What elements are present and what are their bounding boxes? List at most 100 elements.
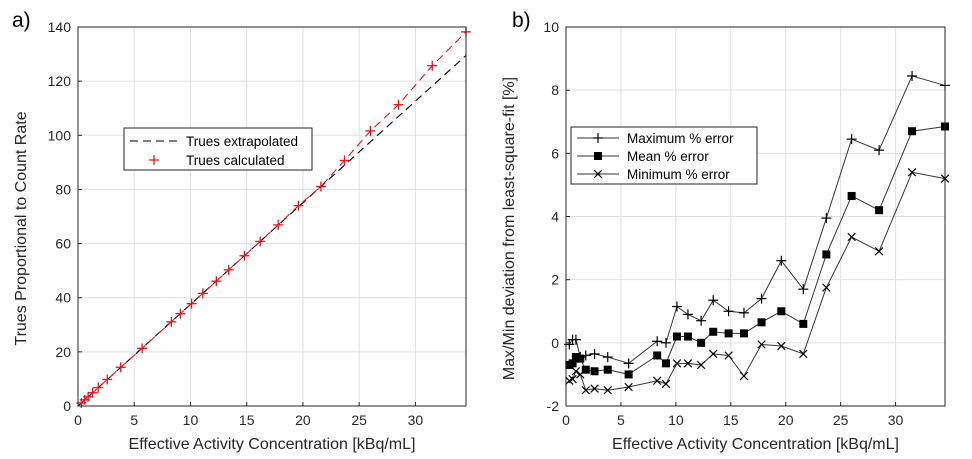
trues-calculated-point — [293, 200, 304, 211]
trues-calculated-point — [239, 250, 250, 261]
maximum-error-point — [907, 70, 918, 81]
panel-b-x-tick-label: 5 — [617, 412, 625, 428]
mean-error-point — [875, 206, 884, 215]
panel-a-tick-labels: 0 5 10 15 20 25 30 0 20 40 60 80 100 120 140 — [48, 19, 424, 428]
panel-a-chart: a) 0 5 10 15 20 25 30 0 20 40 60 80 100 120 140 Effect… — [12, 9, 471, 453]
panel-b-grid — [565, 26, 945, 407]
maximum-error-point — [738, 307, 749, 318]
panel-a-x-axis-label: Effective Activity Concentration [kBq/mL… — [129, 436, 416, 453]
panel-b-y-tick-label: 0 — [551, 335, 559, 351]
maximum-error-point — [846, 134, 857, 145]
legend-swatch-trues-calculated — [149, 155, 159, 165]
minimum-error-point — [661, 379, 671, 389]
mean-error-point — [571, 353, 580, 362]
mean-error-point — [709, 327, 718, 336]
panel-a-y-tick-label: 100 — [48, 127, 72, 143]
minimum-error-point — [724, 351, 733, 360]
panel-a-x-tick-label: 20 — [295, 412, 311, 428]
minimum-error-point — [822, 283, 831, 292]
maximum-error-point — [652, 336, 663, 347]
panel-a-axes-frame — [77, 26, 467, 407]
panel-a-label: a) — [12, 9, 31, 32]
panel-a-y-tick-label: 120 — [48, 73, 72, 89]
panel-a-y-tick-label: 20 — [55, 344, 71, 360]
panel-b-x-tick-label: 25 — [833, 412, 849, 428]
mean-error-point — [799, 319, 808, 328]
mean-error-point — [568, 359, 577, 368]
trues-calculated-point — [365, 125, 376, 136]
maximum-error-point — [756, 293, 767, 304]
minimum-error-point — [672, 359, 682, 368]
minimum-error-point — [590, 384, 599, 393]
trues-calculated-line — [80, 31, 467, 404]
maximum-error-point — [682, 309, 693, 320]
minimum-error-point — [739, 371, 749, 381]
minimum-error-point — [571, 367, 581, 376]
legend-label-maximum-error: Maximum % error — [627, 131, 734, 146]
maximum-error-point — [723, 306, 734, 317]
maximum-error-line — [568, 75, 946, 364]
panel-b-y-tick-label: 8 — [551, 82, 559, 98]
trues-calculated-point — [273, 219, 284, 230]
trues-calculated-point — [223, 264, 234, 275]
maximum-error-point — [708, 295, 719, 306]
mean-error-point — [603, 365, 612, 374]
mean-error-point — [661, 359, 670, 368]
minimum-error-point — [576, 370, 585, 379]
maximum-error-point — [776, 255, 787, 266]
maximum-error-point — [821, 213, 832, 224]
trues-calculated-point — [137, 343, 148, 354]
panel-a-x-tick-label: 30 — [408, 412, 424, 428]
panel-a-x-tick-label: 25 — [351, 412, 367, 428]
panel-b-y-tick-label: 6 — [551, 145, 559, 161]
minimum-error-point — [907, 168, 917, 177]
minimum-error-point — [708, 349, 718, 359]
trues-calculated-point — [393, 99, 404, 110]
mean-error-point — [724, 329, 733, 338]
maximum-error-point — [602, 352, 613, 363]
mean-error-point — [697, 338, 706, 347]
panel-a-y-tick-label: 60 — [55, 236, 71, 252]
trues-calculated-point — [339, 155, 350, 166]
minimum-error-point — [696, 360, 706, 370]
panel-b-y-tick-label: 10 — [543, 19, 559, 35]
legend-label-mean-error: Mean % error — [627, 149, 709, 164]
minimum-error-point — [799, 349, 808, 359]
panel-a-y-tick-label: 140 — [48, 19, 72, 35]
maximum-error-point — [660, 337, 671, 348]
legend-marker-maximum-error — [593, 133, 603, 143]
trues-calculated-point — [93, 382, 104, 393]
mean-error-point — [653, 351, 662, 360]
panel-b-y-tick-label: -2 — [547, 398, 560, 414]
maximum-error-point — [798, 284, 809, 295]
mean-error-point — [683, 332, 692, 341]
trues-calculated-point — [175, 308, 186, 319]
maximum-error-point — [589, 348, 600, 359]
panel-a-y-tick-label: 0 — [63, 398, 71, 414]
panel-b-x-tick-label: 30 — [888, 412, 904, 428]
trues-calculated-point — [211, 276, 222, 287]
panel-a-x-tick-label: 0 — [74, 412, 82, 428]
legend-label-minimum-error: Minimum % error — [627, 167, 730, 182]
minimum-error-point — [652, 376, 662, 385]
mean-error-point — [624, 370, 633, 379]
minimum-error-point — [568, 374, 577, 384]
panel-a-y-tick-label: 40 — [55, 290, 71, 306]
trues-calculated-point — [83, 391, 94, 402]
mean-error-point — [739, 329, 748, 338]
maximum-error-point — [671, 301, 682, 312]
legend-label-trues-extrapolated: Trues extrapolated — [186, 134, 298, 149]
maximum-error-point — [874, 145, 885, 156]
panel-b-y-tick-label: 4 — [551, 209, 559, 225]
panel-b-label: b) — [512, 9, 531, 32]
trues-calculated-point — [315, 181, 326, 192]
panel-b-x-tick-label: 15 — [723, 412, 739, 428]
panel-b-series — [564, 70, 950, 395]
panel-a-x-tick-label: 15 — [239, 412, 255, 428]
trues-calculated-point — [115, 362, 126, 373]
panel-b-x-tick-label: 10 — [668, 412, 684, 428]
panel-b-y-axis-label: Max/Min deviation from least-square-fit … — [501, 77, 518, 380]
